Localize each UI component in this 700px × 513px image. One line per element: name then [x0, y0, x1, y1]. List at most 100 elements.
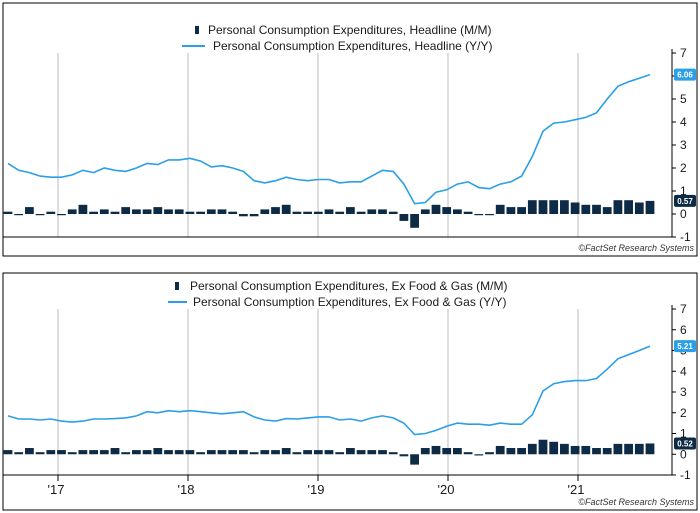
bar-mm — [613, 443, 623, 455]
bar-mm — [35, 214, 45, 216]
bar-mm — [185, 450, 195, 455]
legend-bar-text: Personal Consumption Expenditures, Headl… — [208, 23, 491, 37]
y-tick-label: 7 — [680, 46, 687, 60]
bar-mm — [517, 448, 526, 455]
y-tick-label: 3 — [680, 138, 687, 152]
legend-bar-swatch — [175, 282, 179, 290]
bar-mm — [495, 204, 505, 214]
bar-mm — [121, 207, 131, 214]
bar-mm — [281, 448, 291, 455]
bar-mm — [206, 450, 216, 455]
bar-mm — [78, 450, 88, 455]
bar-end-label-box — [674, 437, 696, 450]
y-tick-label: 4 — [680, 364, 687, 378]
bar-mm — [442, 207, 452, 214]
bar-mm — [495, 445, 505, 455]
bar-mm — [292, 211, 302, 214]
bar-mm — [506, 207, 516, 214]
bar-mm — [538, 439, 548, 455]
top-chart: -1012345676.060.57 — [3, 46, 696, 244]
y-tick-label: 1 — [680, 184, 687, 198]
bar-mm — [474, 214, 484, 216]
bar-mm — [196, 211, 205, 214]
bar-mm — [463, 211, 473, 214]
y-tick-label: 0 — [680, 207, 687, 221]
bar-mm — [260, 450, 270, 455]
bar-mm — [431, 445, 441, 455]
bar-mm — [89, 450, 98, 455]
bar-mm — [25, 448, 34, 455]
y-tick-label: -1 — [680, 230, 691, 244]
bar-mm — [527, 443, 537, 455]
bar-mm — [46, 211, 56, 214]
line-end-label: 5.21 — [677, 342, 693, 351]
bar-mm — [67, 452, 77, 455]
bar-mm — [142, 209, 152, 214]
bar-mm — [581, 204, 591, 214]
line-yy — [7, 73, 651, 205]
bottom-panel-frame — [2, 272, 698, 511]
bar-mm — [356, 211, 366, 214]
bar-mm — [367, 450, 377, 455]
bar-mm — [153, 448, 163, 455]
bar-mm — [624, 443, 633, 455]
line-end-label-box — [674, 340, 696, 353]
bar-mm — [570, 202, 580, 214]
y-tick-label: -1 — [680, 468, 691, 482]
line-yy — [7, 345, 651, 436]
bar-end-label: 0.57 — [677, 197, 693, 206]
bar-mm — [217, 209, 227, 214]
bar-mm — [78, 204, 88, 214]
bar-mm — [442, 448, 452, 455]
bar-mm — [185, 211, 195, 214]
bar-mm — [89, 211, 98, 214]
bar-mm — [164, 209, 173, 214]
bar-mm — [581, 445, 591, 455]
bar-mm — [634, 202, 644, 214]
legend-bar-text: Personal Consumption Expenditures, Ex Fo… — [190, 279, 507, 293]
bar-mm — [602, 207, 612, 214]
bar-mm — [399, 214, 409, 221]
bar-mm — [453, 209, 462, 214]
y-tick-label: 7 — [680, 302, 687, 316]
x-tick-label: '21 — [568, 482, 585, 497]
bar-mm — [624, 200, 633, 214]
bar-mm — [46, 450, 56, 455]
copyright-top: ©FactSet Research Systems — [578, 243, 694, 253]
bar-mm — [99, 209, 109, 214]
bar-mm — [67, 209, 77, 214]
x-tick-label: '20 — [438, 482, 455, 497]
bar-mm — [57, 450, 66, 455]
bar-mm — [356, 450, 366, 455]
bar-mm — [420, 448, 430, 455]
bar-mm — [367, 209, 377, 214]
bar-mm — [3, 211, 13, 214]
y-tick-label: 2 — [680, 161, 687, 175]
bar-mm — [249, 452, 259, 455]
bar-mm — [132, 450, 141, 455]
bar-mm — [645, 443, 655, 455]
bar-mm — [602, 448, 612, 455]
bar-mm — [303, 211, 312, 214]
bar-mm — [239, 450, 248, 455]
bar-mm — [463, 452, 473, 455]
bar-mm — [431, 204, 441, 214]
bar-mm — [592, 204, 601, 214]
bar-mm — [346, 207, 355, 214]
bar-mm — [410, 214, 419, 228]
bar-mm — [249, 214, 259, 217]
bar-mm — [281, 204, 291, 214]
bar-mm — [613, 200, 623, 214]
bar-mm — [324, 450, 334, 455]
bar-mm — [174, 209, 184, 214]
bar-mm — [35, 452, 45, 455]
legend-line-text: Personal Consumption Expenditures, Ex Fo… — [193, 295, 506, 309]
bar-mm — [196, 452, 205, 455]
bar-mm — [346, 448, 355, 455]
bar-mm — [410, 454, 419, 465]
bar-mm — [570, 445, 580, 455]
x-axis: '17 '18 '19 '20 '21 — [48, 475, 585, 497]
y-tick-label: 4 — [680, 115, 687, 129]
copyright-bottom: ©FactSet Research Systems — [578, 497, 694, 507]
bar-end-label-box — [674, 194, 696, 207]
